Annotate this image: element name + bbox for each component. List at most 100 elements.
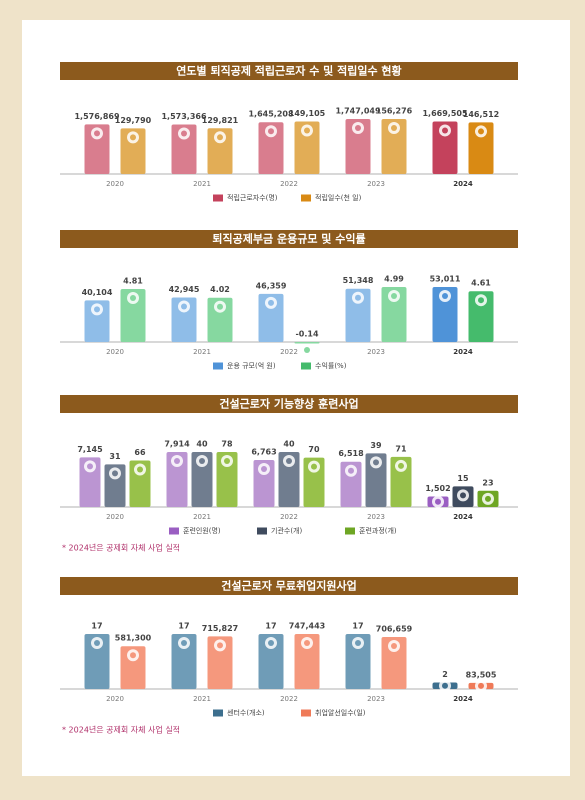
- bar: [166, 452, 188, 507]
- value-label: 6,518: [338, 449, 364, 458]
- bar: [381, 637, 407, 689]
- x-tick-label: 2020: [106, 348, 124, 356]
- icon-core: [87, 463, 93, 470]
- legend-label: 취업알선일수(일): [315, 708, 366, 717]
- icon-core: [268, 299, 274, 306]
- value-label: 1,576,869: [74, 112, 119, 121]
- bar: [171, 634, 197, 689]
- chart-title: 퇴직공제부금 운용규모 및 수익률: [212, 232, 365, 246]
- bar: [84, 300, 110, 342]
- icon-core: [181, 640, 187, 646]
- bar: [345, 634, 371, 689]
- legend-swatch: [169, 527, 179, 535]
- chart-title: 건설근로자 무료취업지원사업: [221, 579, 356, 593]
- icon-core: [130, 294, 136, 301]
- value-label: 146,512: [463, 110, 499, 119]
- icon-core: [261, 465, 267, 472]
- icon-core: [355, 294, 361, 301]
- bar: [390, 456, 412, 507]
- value-label: 129,821: [202, 116, 239, 125]
- icon-core: [435, 498, 441, 505]
- value-label: 17: [265, 622, 276, 631]
- icon-core: [348, 467, 354, 474]
- bar: [294, 634, 320, 689]
- value-label: 83,505: [466, 670, 497, 679]
- icon-core: [442, 127, 448, 134]
- icon-core: [355, 640, 361, 646]
- value-label: 747,443: [289, 622, 325, 631]
- icon-core: [130, 652, 136, 659]
- value-label: 1,573,366: [161, 112, 206, 121]
- bar: [303, 457, 325, 507]
- icon-core: [286, 458, 292, 464]
- value-label: 4.02: [210, 285, 230, 294]
- x-tick-label: 2020: [106, 180, 124, 188]
- icon-core: [112, 470, 118, 477]
- icon-core: [181, 303, 187, 310]
- bar: [365, 453, 387, 507]
- x-tick-label: 2023: [367, 348, 385, 356]
- value-label: 1,645,208: [248, 110, 293, 119]
- legend-label: 기관수(개): [271, 526, 302, 535]
- icon-core: [224, 458, 230, 464]
- legend-swatch: [257, 527, 267, 535]
- x-tick-label: 2022: [280, 180, 298, 188]
- icon-core: [478, 297, 484, 304]
- bar: [345, 119, 371, 174]
- icon-core: [391, 125, 397, 131]
- value-label: 71: [395, 444, 407, 453]
- legend-swatch: [213, 194, 223, 202]
- x-tick-label: 2022: [280, 348, 298, 356]
- bar: [468, 122, 494, 174]
- value-label: 1,747,049: [335, 107, 380, 116]
- icon-core: [217, 642, 223, 649]
- x-tick-label: 2023: [367, 513, 385, 521]
- icon-core: [460, 492, 466, 499]
- value-label: 17: [178, 622, 189, 631]
- icon-core: [478, 128, 484, 135]
- value-label: 53,011: [430, 275, 461, 284]
- legend-swatch: [301, 709, 311, 717]
- legend-label: 적립일수(천 일): [315, 193, 362, 202]
- icon-core: [485, 495, 491, 502]
- value-label: 70: [308, 445, 320, 454]
- bar: [191, 452, 213, 507]
- value-label: 39: [370, 441, 382, 450]
- value-label: 17: [352, 622, 363, 631]
- legend-swatch: [213, 362, 223, 370]
- value-label: 6,763: [251, 447, 276, 456]
- footnote: * 2024년은 공제회 자체 사업 실적: [62, 725, 180, 735]
- legend-swatch: [213, 709, 223, 717]
- x-tick-label: 2024: [453, 695, 473, 703]
- title-bar: [60, 230, 518, 248]
- bar: [171, 297, 197, 342]
- value-label: 715,827: [202, 624, 238, 633]
- icon-core: [181, 130, 187, 137]
- bar: [120, 646, 146, 689]
- value-label: 15: [457, 474, 469, 483]
- bar: [84, 124, 110, 174]
- bar: [258, 634, 284, 689]
- value-label: 23: [482, 478, 493, 487]
- value-label: 7,914: [164, 440, 190, 449]
- legend-label: 센터수(개소): [227, 708, 265, 717]
- x-tick-label: 2021: [193, 348, 211, 356]
- value-label: 4.99: [384, 275, 404, 284]
- x-tick-label: 2023: [367, 180, 385, 188]
- value-label: 706,659: [376, 625, 413, 634]
- value-label: 4.61: [471, 279, 491, 288]
- icon-core: [199, 458, 205, 464]
- x-tick-label: 2022: [280, 695, 298, 703]
- x-tick-label: 2021: [193, 180, 211, 188]
- bar: [84, 634, 110, 689]
- bar: [120, 128, 146, 174]
- value-label: 7,145: [77, 445, 103, 454]
- icon-core: [268, 640, 274, 646]
- legend-label: 훈련과정(개): [359, 526, 397, 535]
- value-label: 40,104: [82, 288, 113, 297]
- icon-core: [304, 127, 310, 134]
- legend-label: 적립근로자수(명): [227, 193, 278, 202]
- icon-core: [268, 128, 274, 135]
- icon-core: [355, 125, 361, 131]
